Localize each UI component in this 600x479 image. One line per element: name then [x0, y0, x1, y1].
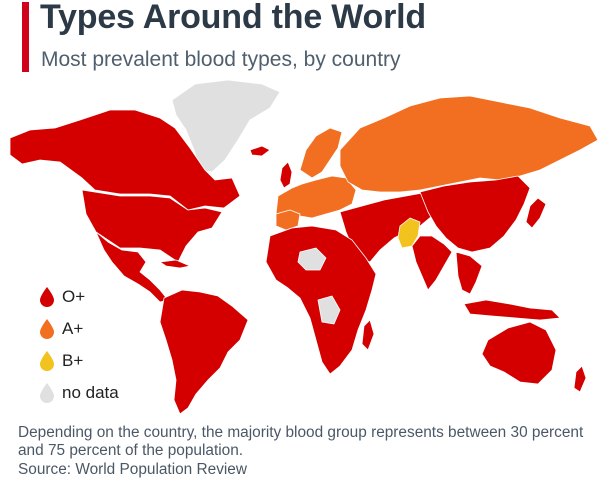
- region-greenland: [171, 79, 281, 173]
- region-uk: [279, 161, 293, 189]
- drop-icon: [40, 287, 54, 307]
- drop-icon: [40, 383, 54, 403]
- region-pakistan: [397, 217, 421, 249]
- region-central-america: [95, 231, 169, 303]
- legend-item-b-positive: B+: [40, 345, 119, 377]
- legend-label: A+: [62, 319, 84, 338]
- region-north-america-north: [9, 109, 241, 211]
- map-legend: O+ A+ B+ no data: [40, 281, 119, 409]
- region-japan: [525, 197, 547, 229]
- chart-title: Types Around the World: [40, 0, 426, 36]
- region-india: [411, 235, 453, 291]
- legend-item-a-positive: A+: [40, 313, 119, 345]
- source-note: Source: World Population Review: [18, 461, 247, 478]
- region-madagascar: [361, 319, 375, 351]
- accent-bar: [22, 2, 29, 72]
- region-south-america: [159, 289, 249, 415]
- region-china: [419, 175, 531, 253]
- drop-icon: [40, 351, 54, 371]
- region-new-zealand: [573, 365, 587, 393]
- legend-item-o-positive: O+: [40, 281, 119, 313]
- region-caribbean: [159, 259, 191, 269]
- region-scandinavia: [299, 127, 343, 179]
- region-iberia: [275, 209, 301, 231]
- region-australia: [481, 321, 557, 385]
- region-indonesia: [463, 299, 561, 321]
- legend-label: no data: [62, 383, 119, 402]
- region-iceland: [249, 145, 271, 157]
- legend-label: O+: [62, 287, 86, 306]
- region-africa-nodata: [297, 247, 327, 271]
- chart-subtitle: Most prevalent blood types, by country: [41, 48, 401, 71]
- drop-icon: [40, 319, 54, 339]
- footnote: Depending on the country, the majority b…: [18, 424, 584, 459]
- region-russia: [339, 95, 599, 193]
- region-southeast-asia: [455, 251, 483, 295]
- legend-item-no-data: no data: [40, 377, 119, 409]
- region-africa-nodata-2: [317, 295, 341, 325]
- legend-label: B+: [62, 351, 84, 370]
- region-usa: [81, 189, 223, 263]
- world-map: [9, 79, 599, 415]
